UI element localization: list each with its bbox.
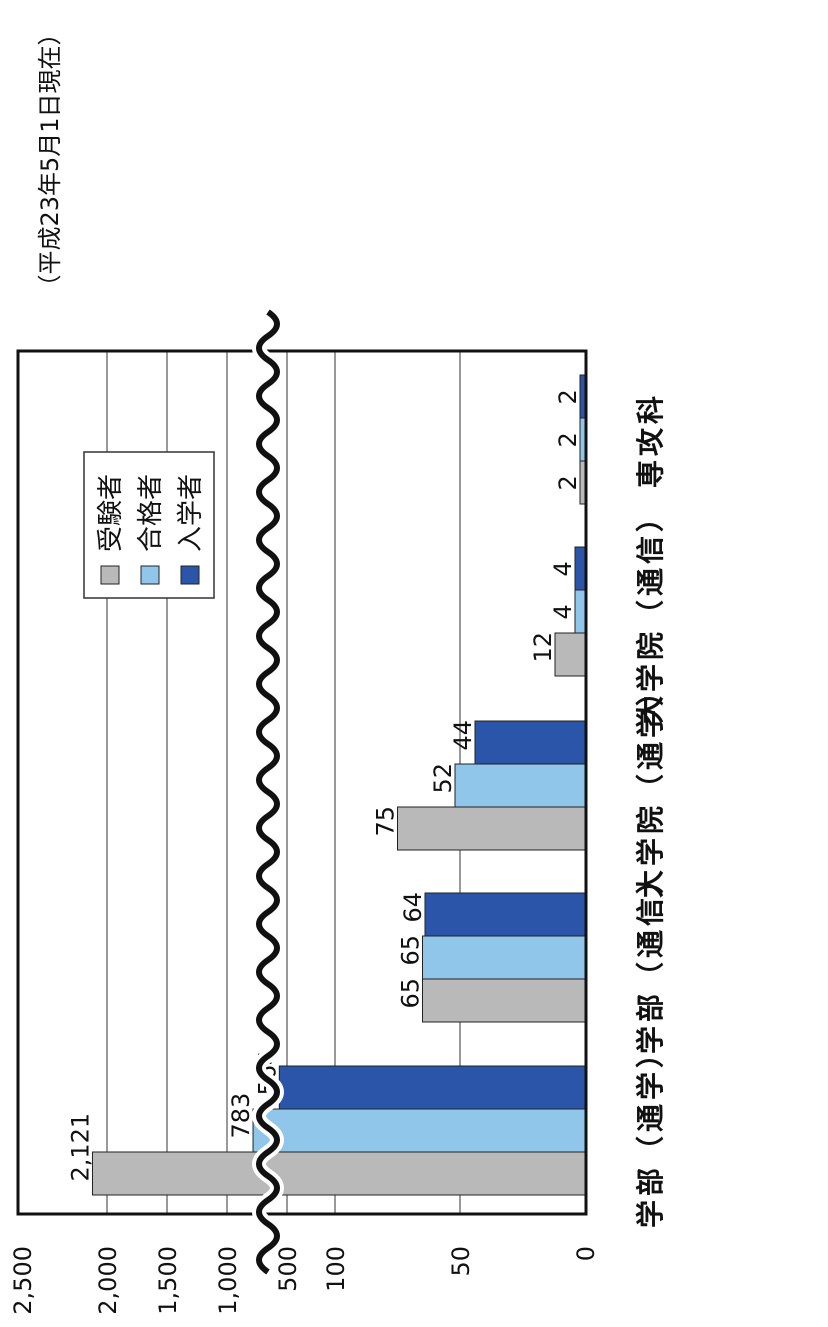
- break-line: [256, 309, 280, 1275]
- bars: [91, 374, 586, 1196]
- category-label: 大学院（通信）: [634, 504, 667, 724]
- tick-label: 1,000: [214, 1246, 242, 1315]
- data-label: 2: [554, 389, 582, 404]
- tick-label: 2,500: [9, 1246, 37, 1315]
- bar: [422, 978, 586, 1023]
- axis-break: [252, 306, 284, 1278]
- tick-label: 500: [274, 1246, 302, 1292]
- tick-label: 50: [447, 1246, 475, 1277]
- legend-label: 入学者: [176, 474, 206, 552]
- data-label: 65: [397, 935, 425, 966]
- tick-label: 1,500: [154, 1246, 182, 1315]
- bar: [252, 1108, 586, 1153]
- bar: [424, 892, 586, 937]
- data-label: 65: [397, 978, 425, 1009]
- category-label-text: 大学院（通学）: [634, 678, 667, 898]
- bar: [454, 763, 586, 808]
- bar: [422, 935, 586, 980]
- legend-label: 合格者: [136, 474, 166, 552]
- category-label-text: 大学院（通信）: [634, 504, 667, 724]
- legend: 受験者 合格者 入学者: [83, 451, 215, 599]
- category-label: 学部（通学）: [634, 1040, 667, 1228]
- bar: [91, 1151, 586, 1196]
- category-label: 学部（通信）: [634, 866, 667, 1054]
- legend-label: 受験者: [96, 474, 126, 552]
- tick-label: 0: [572, 1246, 600, 1261]
- plot-frame: [16, 349, 588, 1216]
- data-label: 52: [429, 763, 457, 794]
- data-label: 2,121: [66, 1113, 94, 1182]
- legend-swatch: [140, 565, 160, 585]
- data-label: 4: [549, 604, 577, 619]
- bar: [554, 632, 586, 677]
- data-label: 783: [227, 1093, 255, 1139]
- category-label-text: 学部（通信）: [634, 866, 667, 1054]
- data-label: 64: [399, 892, 427, 923]
- category-label: 大学院（通学）: [634, 678, 667, 898]
- value-axis-ticks: 0 50 100 500 1,000 1,500 2,000 2,500: [9, 1246, 600, 1315]
- legend-swatch: [180, 565, 200, 585]
- category-label-text: 学部（通学）: [634, 1040, 667, 1228]
- data-label: 44: [449, 720, 477, 751]
- tick-label: 2,000: [94, 1246, 122, 1315]
- bar: [397, 806, 586, 851]
- category-label: 専攻科: [634, 396, 667, 488]
- date-note: （平成23年5月1日現在）: [36, 21, 64, 298]
- data-label: 2: [554, 432, 582, 447]
- bar: [278, 1065, 586, 1110]
- data-label: 75: [372, 806, 400, 837]
- data-label: 4: [549, 561, 577, 576]
- category-labels: 学部（通学）学部（通信）大学院（通学）大学院（通信） 専攻科: [634, 396, 667, 1228]
- bar: [474, 720, 586, 765]
- data-label: 12: [529, 632, 557, 663]
- legend-swatch: [100, 565, 120, 585]
- tick-label: 100: [322, 1246, 350, 1292]
- category-label-text: 専攻科: [634, 396, 667, 488]
- data-label: 2: [554, 475, 582, 490]
